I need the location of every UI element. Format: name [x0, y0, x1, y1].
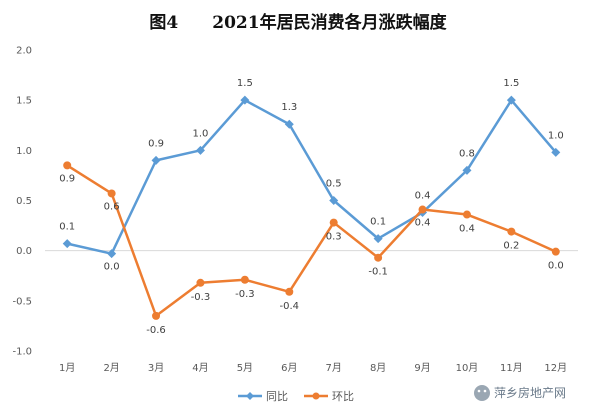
data-label: 0.1 [370, 217, 386, 228]
y-tick-label: 1.0 [16, 146, 32, 157]
series-layer [62, 95, 561, 320]
legend-label: 环比 [332, 390, 354, 403]
data-point [240, 95, 250, 105]
data-point [285, 287, 294, 296]
data-labels: 0.1 0.0 0.9 1.0 1.5 1.3 0.5 0.1 0.4 0.8 1.5 1.0 0.9 0… [59, 78, 563, 336]
legend-entry: 同比 [238, 390, 288, 403]
data-point [551, 247, 560, 256]
x-tick-label: 11月 [500, 362, 523, 374]
data-point [196, 278, 205, 287]
x-tick-label: 2月 [103, 362, 119, 374]
data-label: 0.8 [459, 148, 475, 159]
data-label: -0.3 [191, 292, 211, 303]
data-label: 0.1 [59, 222, 75, 233]
chart-title: 图4 2021年居民消费各月涨跌幅度 [149, 12, 447, 33]
x-tick-label: 10月 [456, 362, 479, 374]
series-yoy [62, 95, 561, 259]
y-tick-label: 0.0 [16, 246, 32, 257]
data-point [152, 311, 161, 320]
x-tick-label: 4月 [192, 362, 208, 374]
data-label: 1.0 [548, 130, 564, 141]
data-label: 0.0 [548, 261, 564, 272]
data-point [284, 119, 294, 129]
data-label: 1.5 [503, 78, 519, 89]
data-label: 0.5 [326, 179, 342, 190]
legend-label: 同比 [266, 390, 288, 403]
y-tick-label: 0.5 [16, 196, 32, 207]
watermark: 萍乡房地产网 [474, 385, 566, 401]
data-point [240, 275, 249, 284]
data-label: 0.4 [459, 224, 475, 235]
x-tick-label: 3月 [148, 362, 164, 374]
y-axis: 2.0 1.5 1.0 0.5 0.0 -0.5 -1.0 [12, 46, 32, 358]
legend-entry: 环比 [304, 390, 354, 403]
data-label: -0.3 [235, 289, 255, 300]
data-point [63, 161, 72, 170]
data-label: 1.3 [281, 102, 297, 113]
x-tick-label: 6月 [281, 362, 297, 374]
data-point [462, 210, 471, 219]
data-label: -0.6 [146, 325, 166, 336]
data-label: 0.6 [104, 201, 120, 212]
data-point [329, 218, 338, 227]
data-point [329, 196, 339, 205]
y-tick-label: 2.0 [16, 46, 32, 57]
data-label: 0.3 [326, 232, 342, 243]
data-point [462, 165, 472, 175]
data-point [374, 253, 383, 262]
y-tick-label: 1.5 [16, 96, 32, 107]
series-mom [63, 161, 560, 320]
data-point [551, 147, 561, 157]
data-label: 0.9 [59, 173, 75, 184]
data-label: -0.1 [368, 267, 388, 278]
data-label: 0.4 [415, 218, 431, 229]
data-label: 1.5 [237, 78, 253, 89]
data-label: 0.4 [415, 191, 431, 202]
data-point [507, 227, 516, 236]
data-point [151, 155, 161, 165]
y-tick-label: -0.5 [12, 296, 32, 307]
y-tick-label: -1.0 [12, 347, 32, 358]
legend: 同比 环比 [238, 390, 354, 403]
data-label: 0.0 [104, 262, 120, 273]
series-line [66, 164, 557, 318]
x-tick-label: 9月 [414, 362, 430, 374]
x-axis: 1月 2月 3月 4月 5月 6月 7月 8月 9月 10月 11月 12月 [45, 250, 578, 374]
legend-marker [246, 392, 254, 400]
data-label: -0.4 [280, 301, 300, 312]
wechat-icon [474, 385, 490, 401]
x-tick-label: 8月 [370, 362, 386, 374]
data-point [107, 249, 117, 259]
data-label: 0.9 [148, 138, 164, 149]
data-point [373, 234, 383, 244]
data-label: 1.0 [193, 128, 209, 139]
data-point [195, 145, 205, 155]
data-point [107, 189, 116, 198]
watermark-text: 萍乡房地产网 [494, 385, 566, 400]
x-tick-label: 1月 [59, 362, 75, 374]
x-tick-label: 5月 [237, 362, 253, 374]
data-point [62, 239, 72, 249]
data-label: 0.2 [503, 241, 519, 252]
x-tick-label: 7月 [326, 362, 342, 374]
data-point [418, 205, 427, 214]
x-tick-label: 12月 [544, 362, 567, 374]
data-point [506, 95, 516, 105]
legend-marker [312, 392, 320, 400]
series-line [66, 98, 557, 255]
